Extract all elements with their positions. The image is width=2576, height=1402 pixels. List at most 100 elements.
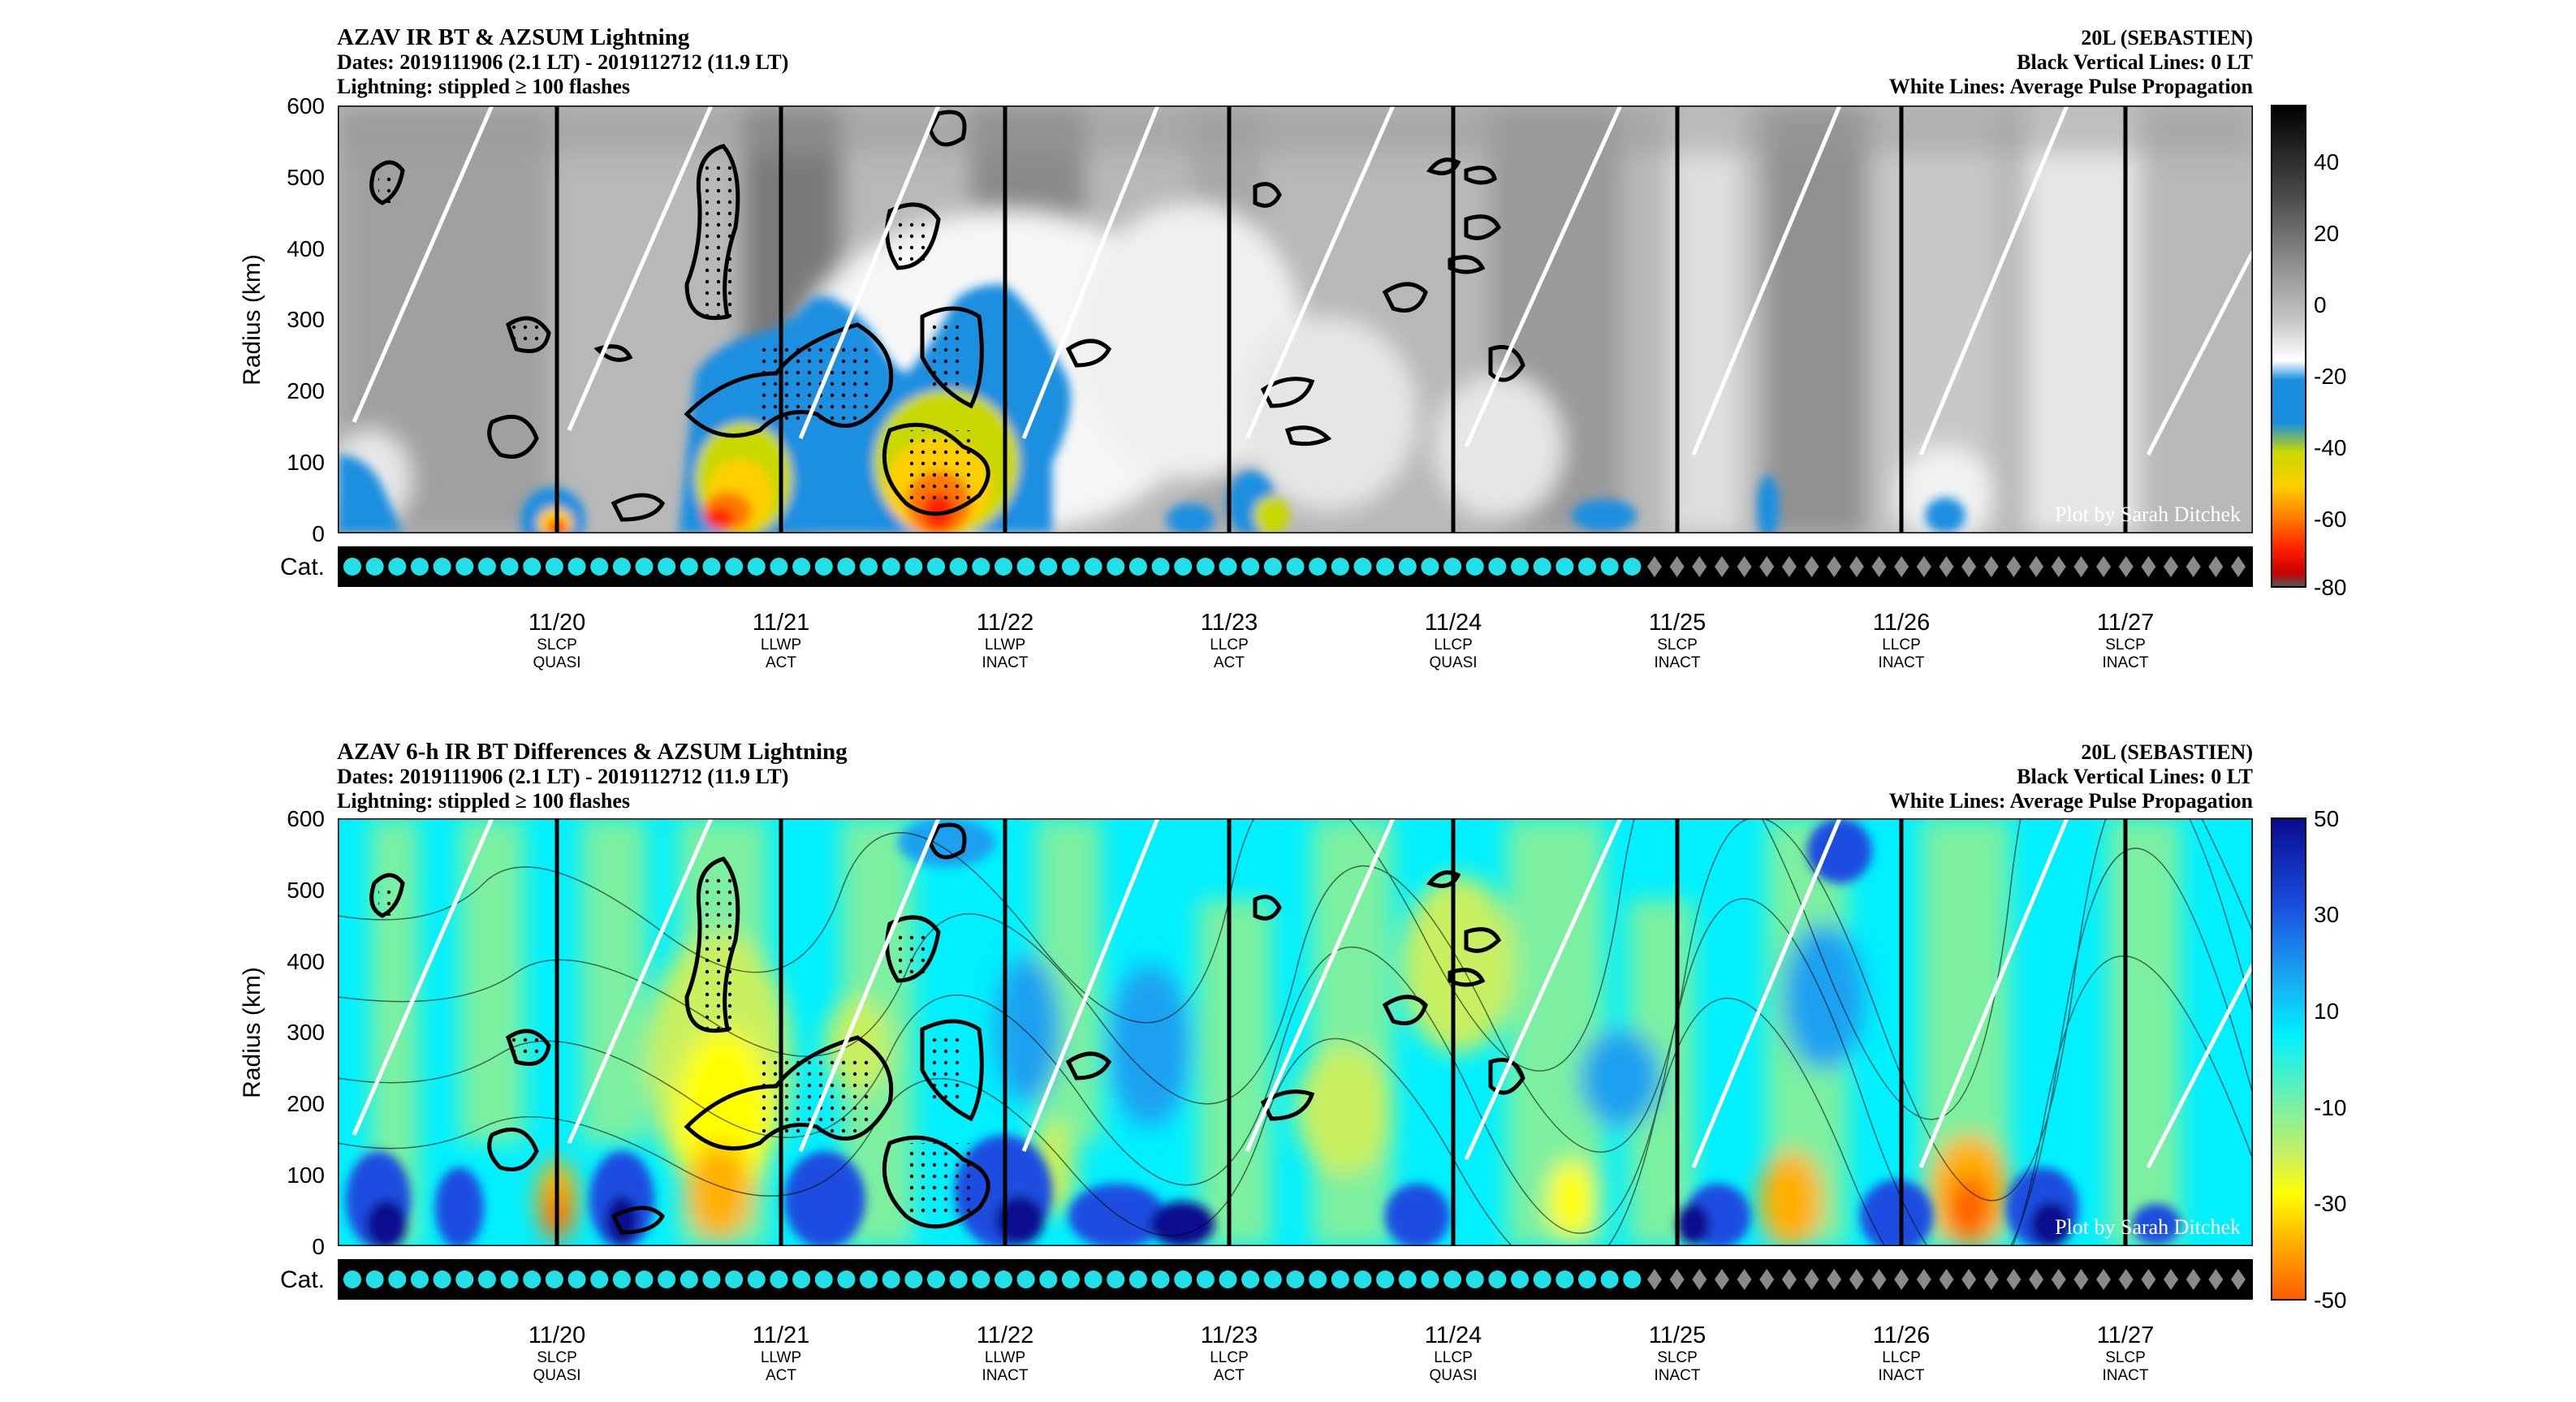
category-marker-diamond bbox=[1692, 556, 1707, 577]
category-marker-diamond bbox=[2141, 556, 2156, 577]
category-marker-circle bbox=[837, 558, 856, 576]
category-marker-circle bbox=[1465, 1270, 1484, 1288]
x-tick-phase: ACT bbox=[766, 654, 796, 671]
category-marker-circle bbox=[949, 558, 968, 576]
x-tick-date: 11/20 bbox=[529, 610, 585, 636]
category-marker-diamond bbox=[1961, 556, 1977, 577]
category-marker-circle bbox=[814, 1270, 833, 1288]
panel-2-title: AZAV 6-h IR BT Differences & AZSUM Light… bbox=[337, 739, 848, 765]
panel-1-credit: Plot by Sarah Ditchek bbox=[2055, 503, 2241, 526]
category-marker-circle bbox=[567, 1270, 586, 1288]
y-tick: 200 bbox=[287, 378, 325, 403]
category-marker-circle bbox=[635, 1270, 654, 1288]
category-marker-circle bbox=[1286, 1270, 1305, 1288]
category-marker-circle bbox=[860, 558, 878, 576]
x-tick-date: 11/24 bbox=[1425, 610, 1482, 636]
x-tick-phase: ACT bbox=[766, 1367, 796, 1384]
category-marker-circle bbox=[388, 1270, 407, 1288]
x-tick-date: 11/20 bbox=[529, 1322, 585, 1348]
colorbar-tick: 50 bbox=[2314, 806, 2339, 831]
category-marker-diamond bbox=[1781, 1269, 1797, 1290]
colorbar-tick: -80 bbox=[2314, 575, 2346, 600]
category-marker-diamond bbox=[1916, 1269, 1931, 1290]
category-marker-circle bbox=[1286, 558, 1305, 576]
category-marker-diamond bbox=[1849, 556, 1864, 577]
panel-2-lightning-note: Lightning: stippled ≥ 100 flashes bbox=[337, 789, 630, 813]
category-marker-circle bbox=[904, 558, 923, 576]
category-marker-diamond bbox=[1714, 556, 1729, 577]
category-marker-diamond bbox=[1871, 556, 1887, 577]
x-tick-type: SLCP bbox=[2105, 1349, 2146, 1366]
category-marker-diamond bbox=[1759, 556, 1775, 577]
x-tick-phase: INACT bbox=[2103, 1367, 2149, 1384]
category-marker-circle bbox=[1196, 558, 1215, 576]
category-marker-circle bbox=[1016, 558, 1035, 576]
category-marker-diamond bbox=[1669, 556, 1685, 577]
category-marker-circle bbox=[792, 558, 811, 576]
category-marker-circle bbox=[1511, 558, 1530, 576]
category-marker-circle bbox=[1421, 558, 1439, 576]
category-marker-circle bbox=[455, 558, 474, 576]
category-marker-circle bbox=[1398, 558, 1417, 576]
category-marker-circle bbox=[1241, 1270, 1260, 1288]
category-marker-circle bbox=[1039, 1270, 1058, 1288]
x-tick-type: LLCP bbox=[1434, 636, 1473, 654]
category-marker-circle bbox=[1151, 1270, 1170, 1288]
category-marker-circle bbox=[792, 1270, 811, 1288]
category-marker-circle bbox=[365, 558, 384, 576]
category-marker-circle bbox=[612, 1270, 631, 1288]
category-marker-circle bbox=[1511, 1270, 1530, 1288]
colorbar-tick: -20 bbox=[2314, 364, 2346, 389]
category-marker-circle bbox=[972, 1270, 990, 1288]
y-tick: 500 bbox=[287, 878, 325, 903]
x-tick-type: LLCP bbox=[1434, 1349, 1473, 1366]
category-marker-diamond bbox=[2164, 556, 2179, 577]
category-marker-diamond bbox=[2006, 1269, 2022, 1290]
x-tick-type: LLCP bbox=[1210, 636, 1249, 654]
category-marker-circle bbox=[410, 558, 429, 576]
category-marker-diamond bbox=[1646, 1269, 1662, 1290]
category-marker-diamond bbox=[1804, 1269, 1819, 1290]
category-marker-circle bbox=[523, 1270, 542, 1288]
category-marker-diamond bbox=[1737, 1269, 1752, 1290]
category-marker-circle bbox=[635, 558, 654, 576]
panel-1-colorbar: 40 20 0 -20 -40 -60 -80 bbox=[2271, 105, 2346, 600]
category-marker-circle bbox=[1443, 558, 1462, 576]
category-marker-diamond bbox=[2051, 1269, 2066, 1290]
cat-label: Cat. bbox=[280, 1266, 325, 1293]
x-tick-date: 11/26 bbox=[1873, 1322, 1930, 1348]
category-marker-diamond bbox=[2096, 1269, 2112, 1290]
category-marker-diamond bbox=[2118, 556, 2134, 577]
colorbar-tick: -50 bbox=[2314, 1288, 2346, 1313]
category-marker-circle bbox=[680, 1270, 698, 1288]
category-marker-circle bbox=[770, 1270, 788, 1288]
panel-1-x-ticks: 11/20 SLCP QUASI 11/21 LLWP ACT 11/22 LL… bbox=[529, 610, 2154, 671]
category-marker-circle bbox=[1578, 1270, 1597, 1288]
category-marker-circle bbox=[1353, 558, 1372, 576]
category-marker-circle bbox=[500, 1270, 519, 1288]
category-marker-circle bbox=[433, 1270, 451, 1288]
category-marker-diamond bbox=[1983, 556, 1999, 577]
category-marker-circle bbox=[814, 558, 833, 576]
category-marker-circle bbox=[702, 558, 721, 576]
category-marker-diamond bbox=[2186, 1269, 2201, 1290]
panel-2-black-lines-note: Black Vertical Lines: 0 LT bbox=[2017, 765, 2253, 788]
category-marker-circle bbox=[612, 558, 631, 576]
x-tick-phase: INACT bbox=[1879, 654, 1925, 671]
category-marker-diamond bbox=[2029, 556, 2044, 577]
category-marker-circle bbox=[1600, 558, 1619, 576]
category-marker-circle bbox=[1533, 1270, 1551, 1288]
panel-2-y-axis-label: Radius (km) bbox=[239, 967, 265, 1098]
x-tick-date: 11/24 bbox=[1425, 1322, 1482, 1348]
category-marker-diamond bbox=[1939, 556, 1954, 577]
category-marker-diamond bbox=[2141, 1269, 2156, 1290]
category-marker-circle bbox=[433, 558, 451, 576]
x-tick-phase: INACT bbox=[1879, 1367, 1925, 1384]
x-tick-phase: QUASI bbox=[1429, 654, 1477, 671]
category-marker-circle bbox=[1309, 558, 1327, 576]
colorbar-tick: -10 bbox=[2314, 1095, 2346, 1120]
category-marker-circle bbox=[1084, 558, 1102, 576]
category-marker-diamond bbox=[2231, 556, 2246, 577]
category-marker-circle bbox=[927, 1270, 946, 1288]
panel-1: AZAV IR BT & AZSUM Lightning Dates: 2019… bbox=[239, 24, 2346, 671]
